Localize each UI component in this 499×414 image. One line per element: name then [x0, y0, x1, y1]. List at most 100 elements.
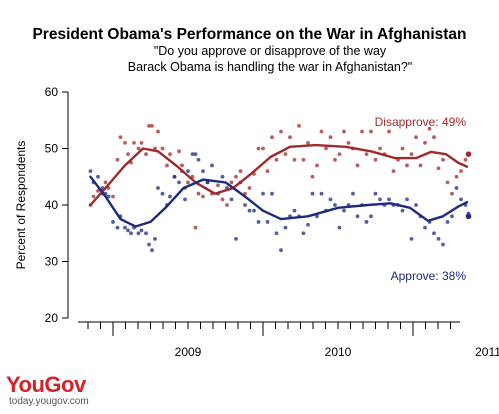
disapprove-point — [261, 146, 265, 151]
approve-point — [310, 191, 315, 196]
disapprove-point — [234, 174, 238, 179]
logo-gov: Gov — [44, 372, 86, 397]
y-tick-label: 40 — [45, 198, 59, 212]
disapprove-point — [337, 152, 342, 157]
approve-point — [150, 248, 154, 253]
disapprove-point — [196, 191, 201, 196]
approve-point — [270, 191, 274, 196]
approve-point — [144, 231, 148, 236]
approve-point — [364, 220, 369, 224]
x-tick-label: 2011 — [475, 345, 499, 359]
disapprove-point — [405, 163, 409, 168]
approve-point — [387, 197, 391, 202]
approve-point — [279, 248, 283, 253]
approve-label: Approve: 38% — [391, 269, 467, 283]
approve-point — [136, 231, 141, 236]
disapprove-point — [103, 180, 108, 185]
approve-point — [342, 208, 346, 213]
disapprove-point — [373, 157, 378, 162]
approve-point — [160, 191, 165, 196]
disapprove-point — [115, 157, 120, 162]
approve-point — [450, 214, 454, 219]
disapprove-point — [123, 140, 127, 145]
disapprove-point — [139, 140, 144, 145]
disapprove-point — [96, 188, 100, 193]
disapprove-point — [147, 124, 151, 128]
disapprove-point — [414, 135, 418, 140]
disapprove-point — [168, 152, 172, 157]
approve-point — [333, 203, 337, 207]
disapprove-point — [229, 180, 234, 185]
chart-labels: Disapprove: 49% Approve: 38% — [375, 115, 467, 283]
approve-point — [247, 208, 252, 213]
approve-point — [423, 225, 427, 230]
approve-point — [243, 203, 247, 207]
chart-points — [88, 124, 471, 253]
disapprove-latest-point — [465, 151, 472, 157]
disapprove-point — [301, 157, 306, 162]
approve-point — [306, 222, 310, 227]
disapprove-point — [279, 129, 283, 134]
chart-title: President Obama's Performance on the War… — [32, 26, 467, 43]
disapprove-point — [186, 180, 190, 185]
disapprove-point — [91, 194, 96, 199]
disapprove-point — [445, 180, 450, 185]
approve-point — [351, 191, 355, 196]
approve-point — [186, 169, 190, 174]
approve-point — [111, 220, 115, 224]
approve-point — [190, 152, 195, 157]
disapprove-point — [441, 157, 445, 162]
disapprove-point — [427, 126, 432, 131]
brand-url: today.yougov.com — [9, 396, 89, 407]
approve-point — [252, 208, 256, 213]
y-tick-label: 50 — [45, 142, 59, 156]
disapprove-point — [265, 169, 270, 174]
disapprove-point — [436, 166, 441, 171]
disapprove-point — [156, 129, 160, 134]
disapprove-point — [160, 146, 165, 151]
approve-point — [168, 194, 172, 199]
disapprove-point — [387, 129, 391, 134]
approve-point — [459, 197, 463, 202]
approve-point — [96, 174, 100, 179]
approve-point — [373, 191, 378, 196]
disapprove-point — [346, 140, 351, 145]
disapprove-point — [450, 191, 454, 196]
disapprove-point — [247, 186, 252, 190]
approve-point — [172, 174, 177, 179]
y-tick-label: 30 — [45, 255, 59, 269]
approve-point — [115, 225, 120, 230]
approve-point — [201, 169, 205, 174]
x-tick-label: 2010 — [325, 345, 352, 359]
disapprove-point — [369, 129, 373, 134]
disapprove-point — [201, 194, 205, 199]
disapprove-point — [292, 157, 297, 162]
disapprove-trend-line — [89, 143, 469, 207]
disapprove-point — [193, 225, 198, 230]
approve-point — [400, 208, 405, 213]
yougov-logo: YouGov — [6, 372, 86, 398]
disapprove-point — [274, 157, 279, 162]
disapprove-point — [459, 169, 463, 174]
approve-point — [409, 237, 414, 241]
disapprove-point — [378, 146, 382, 151]
disapprove-point — [165, 163, 169, 168]
disapprove-point — [225, 203, 229, 207]
approve-point — [183, 197, 187, 202]
chart-axes: 20 30 40 50 60 Percent of Respondents 2009 2010… — [14, 85, 499, 359]
chart-subtitle-line-2: Barack Obama is handling the war in Afgh… — [127, 60, 413, 74]
disapprove-point — [333, 157, 337, 162]
approve-point — [274, 231, 279, 236]
disapprove-label: Disapprove: 49% — [375, 115, 467, 129]
disapprove-point — [400, 146, 405, 151]
approve-point — [256, 220, 261, 224]
approve-point — [261, 191, 265, 196]
disapprove-point — [150, 124, 154, 128]
disapprove-point — [328, 135, 333, 140]
y-tick-label: 20 — [45, 311, 59, 325]
approve-point — [210, 163, 214, 168]
disapprove-point — [315, 163, 319, 168]
chart-subtitle-line-1: "Do you approve or disapprove of the way — [153, 44, 387, 58]
approve-point — [147, 242, 151, 247]
